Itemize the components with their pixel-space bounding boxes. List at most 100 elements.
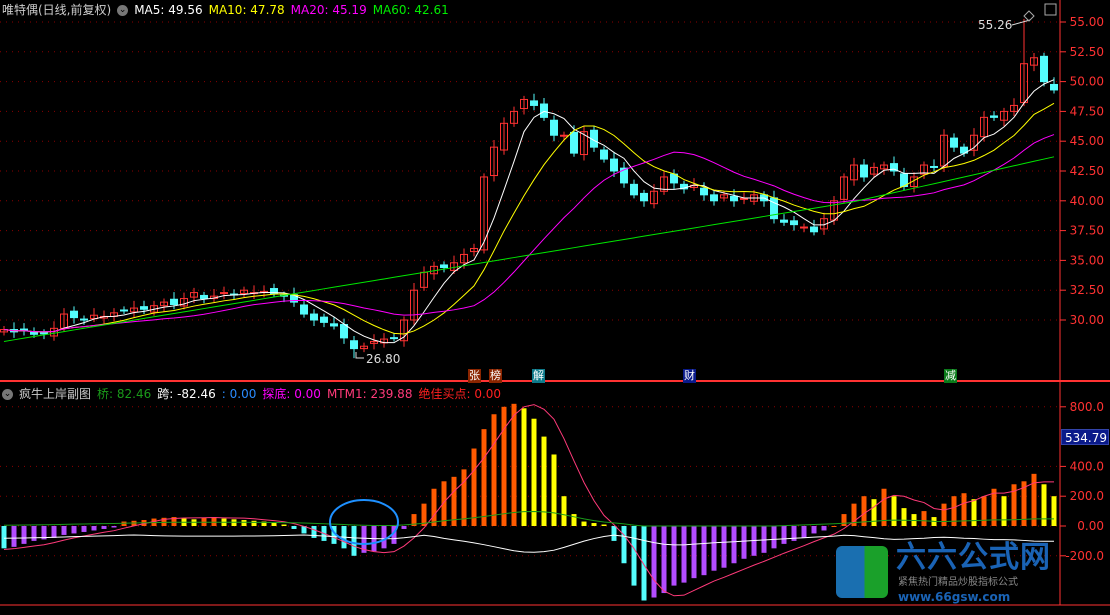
indicator-bar bbox=[951, 496, 957, 526]
candle-up bbox=[470, 247, 478, 253]
candle-down bbox=[30, 331, 38, 335]
indicator-bar bbox=[11, 526, 17, 547]
indicator-bar bbox=[941, 503, 947, 526]
indicator-bar bbox=[41, 526, 47, 540]
candle-down bbox=[640, 192, 648, 202]
indicator-bar bbox=[501, 406, 507, 526]
price-tick-label: 37.50 bbox=[1070, 224, 1104, 238]
indicator-bar bbox=[871, 499, 877, 526]
indicator-bar bbox=[541, 436, 547, 526]
indicator-bar bbox=[611, 526, 617, 541]
candle-up bbox=[580, 131, 588, 156]
indicator-bar bbox=[171, 517, 177, 526]
candle-up bbox=[130, 307, 138, 313]
indicator-bar bbox=[91, 526, 97, 531]
indicator-bar bbox=[311, 526, 317, 538]
candle-down bbox=[530, 100, 538, 106]
candle-up bbox=[970, 134, 978, 151]
candle-up bbox=[740, 197, 748, 200]
indicator-bar bbox=[461, 469, 467, 526]
candle-down bbox=[200, 294, 208, 300]
main-chart-header: 唯特偶(日线,前复权) ⌄ MA5: 49.56 MA10: 47.78 MA20: 4… bbox=[2, 1, 455, 18]
candle-up bbox=[560, 134, 568, 137]
candle-up bbox=[880, 164, 888, 170]
event-tag-zhang[interactable]: 张 bbox=[468, 369, 481, 383]
candle-up bbox=[870, 166, 878, 175]
indicator-bar bbox=[51, 526, 57, 538]
indicator-bar bbox=[361, 526, 367, 553]
candle-down bbox=[140, 306, 148, 310]
indicator-tick-label: 200.0 bbox=[1070, 489, 1104, 503]
mtm1-line bbox=[3, 404, 1054, 597]
diamond-icon bbox=[1023, 10, 1035, 22]
indicator-bar bbox=[1041, 484, 1047, 526]
indicator-bar bbox=[581, 521, 587, 526]
candle-up bbox=[910, 176, 918, 187]
candle-down bbox=[610, 158, 618, 172]
candle-up bbox=[400, 319, 408, 342]
chevron-down-icon[interactable]: ⌄ bbox=[2, 389, 13, 400]
ma20-value: MA20: 45.19 bbox=[290, 3, 367, 17]
indicator-bar bbox=[471, 448, 477, 526]
tandi-value: 探底: 0.00 bbox=[262, 387, 321, 401]
indicator-bar bbox=[511, 403, 517, 526]
candle-up bbox=[240, 289, 248, 295]
indicator-bar bbox=[841, 514, 847, 526]
indicator-bar bbox=[271, 523, 277, 526]
indicator-bar bbox=[521, 408, 527, 526]
candle-down bbox=[790, 220, 798, 226]
indicator-bar bbox=[991, 488, 997, 526]
candle-down bbox=[810, 226, 818, 233]
kua-line bbox=[3, 534, 1054, 553]
indicator-bar bbox=[681, 526, 687, 583]
candle-up bbox=[980, 116, 988, 138]
indicator-bar bbox=[1021, 481, 1027, 526]
indicator-bar bbox=[251, 520, 257, 526]
price-tick-label: 50.00 bbox=[1070, 75, 1104, 89]
indicator-bar bbox=[1051, 496, 1057, 526]
event-tag-jian[interactable]: 减 bbox=[944, 369, 957, 383]
ma10-value: MA10: 47.78 bbox=[208, 3, 285, 17]
indicator-bar bbox=[901, 508, 907, 526]
indicator-bar bbox=[791, 526, 797, 541]
site-logo: 六六公式网 紧焦热门精品炒股指标公式 www.66gsw.com bbox=[836, 542, 1056, 605]
candle-down bbox=[600, 149, 608, 160]
event-tag-cai[interactable]: 财 bbox=[683, 369, 696, 383]
candle-up bbox=[850, 164, 858, 181]
highlight-circle bbox=[329, 499, 399, 545]
event-tag-jie[interactable]: 解 bbox=[532, 369, 545, 383]
ma5-line bbox=[3, 79, 1055, 344]
candle-up bbox=[520, 98, 528, 110]
candle-up bbox=[370, 340, 378, 344]
candle-down bbox=[550, 119, 558, 136]
indicator-bar bbox=[331, 526, 337, 544]
candle-down bbox=[860, 164, 868, 178]
indicator-bar bbox=[741, 526, 747, 559]
indicator-header: ⌄ 疯牛上岸副图 桥: 82.46 跨: -82.46: 0.00 探底: 0.00 MT… bbox=[2, 385, 507, 402]
indicator-bar bbox=[641, 526, 647, 601]
candle-down bbox=[630, 183, 638, 196]
event-tag-bang[interactable]: 榜 bbox=[489, 369, 502, 383]
candle-up bbox=[410, 289, 418, 321]
indicator-bar bbox=[1, 526, 7, 549]
indicator-tick-label: 400.0 bbox=[1070, 459, 1104, 473]
candle-down bbox=[440, 264, 448, 269]
candle-up bbox=[800, 226, 808, 229]
indicator-bar bbox=[431, 488, 437, 526]
candle-down bbox=[1040, 55, 1048, 83]
indicator-bar bbox=[21, 526, 27, 544]
candle-down bbox=[950, 137, 958, 148]
candle-down bbox=[710, 194, 718, 202]
candle-down bbox=[620, 167, 628, 184]
price-tick-label: 55.00 bbox=[1070, 15, 1104, 29]
indicator-title: 疯牛上岸副图 bbox=[19, 387, 92, 401]
indicator-bar bbox=[71, 526, 77, 534]
indicator-bar bbox=[701, 526, 707, 576]
indicator-bar bbox=[401, 526, 407, 529]
ma10-line bbox=[3, 102, 1055, 335]
candle-up bbox=[1010, 104, 1018, 112]
candle-down bbox=[70, 310, 78, 319]
chevron-down-icon[interactable]: ⌄ bbox=[117, 5, 129, 16]
candle-down bbox=[390, 337, 398, 340]
